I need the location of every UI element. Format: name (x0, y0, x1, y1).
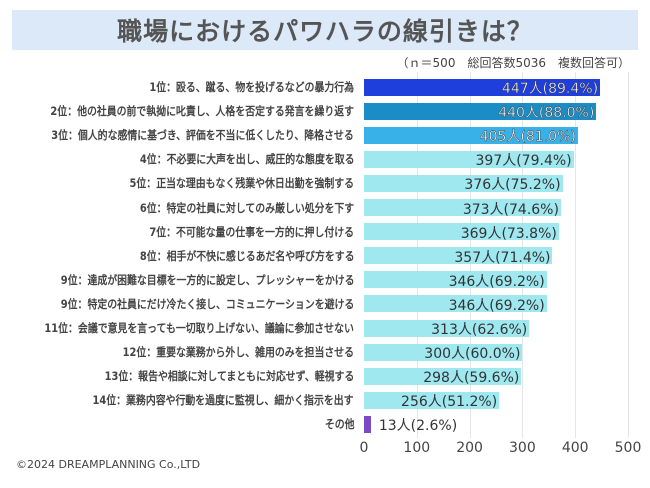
data-label: 447人(89.4%) (501, 81, 599, 97)
bar (364, 78, 601, 96)
category-label: 7位：不可能な量の仕事を一方的に押し付ける (149, 224, 354, 239)
copyright: ©2024 DREAMPLANNING Co.,LTD (16, 458, 201, 471)
x-tick-label: 200 (456, 440, 483, 456)
x-tick-label: 300 (509, 440, 536, 456)
data-label: 346人(69.2%) (448, 273, 545, 290)
x-tick-label: 0 (359, 440, 369, 456)
category-label: 3位：個人的な感情に基づき、評価を不当に低くしたり、降格させる (51, 128, 354, 143)
category-label: 9位：達成が困難な目標を一方的に設定し、プレッシャーをかける (60, 272, 354, 287)
category-label: 12位：重要な業務から外し、雑用のみを担当させる (122, 345, 354, 360)
x-tick-label: 400 (561, 440, 589, 456)
data-label: 376人(75.2%) (464, 177, 561, 194)
data-label: 405人(81.0%) (479, 129, 577, 146)
data-label: 298人(59.6%) (423, 370, 520, 387)
bar (364, 319, 530, 337)
bar (364, 247, 553, 265)
category-label: 1位：殴る、蹴る、物を投げるなどの暴力行為 (149, 80, 354, 94)
x-tick-label: 500 (614, 440, 642, 456)
sample-note: （ｎ＝500 総回答数5036 複数回答可） (396, 56, 630, 70)
x-tick-label: 100 (403, 440, 431, 456)
category-label: 8位：相手が不快に感じるあだ名や呼び方をする (139, 248, 354, 263)
category-label: 6位：特定の社員に対してのみ厳しい処分を下す (139, 200, 354, 215)
bar (364, 391, 500, 409)
data-label: 13人(2.6%) (378, 418, 458, 435)
category-label: 14位：業務内容や行動を過度に監視し、細かく指示を出す (92, 393, 354, 408)
data-label: 397人(79.4%) (475, 153, 572, 170)
bar (364, 295, 547, 313)
bar (364, 174, 563, 192)
gridline (628, 72, 629, 438)
category-label: 5位：正当な理由もなく残業や休日出勤を強制する (129, 176, 354, 191)
bar (364, 415, 371, 433)
category-label: 9位：特定の社員にだけ冷たく接し、コミュニケーションを避ける (60, 296, 354, 311)
gridline (575, 72, 577, 438)
bar (364, 199, 561, 216)
title-band: 職場におけるパワハラの線引きは？ (12, 10, 638, 50)
bar (364, 271, 547, 289)
category-label: 11位：会議で意見を言っても一切取り上げない、議論に参加させない (44, 321, 354, 335)
data-label: 313人(62.6%) (431, 322, 528, 338)
chart-title: 職場におけるパワハラの線引きは？ (117, 17, 533, 46)
data-label: 346人(69.2%) (448, 297, 545, 314)
category-label: 13位：報告や相談に対してまともに対応せず、軽視する (104, 369, 354, 384)
data-label: 300人(60.0%) (424, 346, 521, 363)
bar (364, 150, 574, 168)
data-label: 357人(71.4%) (454, 249, 551, 266)
bar (364, 367, 522, 385)
bar (364, 126, 578, 144)
data-label: 369人(73.8%) (460, 225, 557, 242)
data-label: 373人(74.6%) (462, 201, 559, 218)
category-label: 2位：他の社員の前で執拗に叱責し、人格を否定する発言を繰り返す (50, 104, 354, 119)
bar (364, 102, 597, 120)
bar (364, 223, 559, 241)
data-label: 256人(51.2%) (401, 394, 498, 411)
data-label: 440人(88.0%) (498, 105, 595, 122)
bar (364, 343, 523, 361)
category-label: その他 (324, 417, 354, 432)
category-label: 4位：不必要に大声を出し、威圧的な態度を取る (139, 152, 354, 167)
